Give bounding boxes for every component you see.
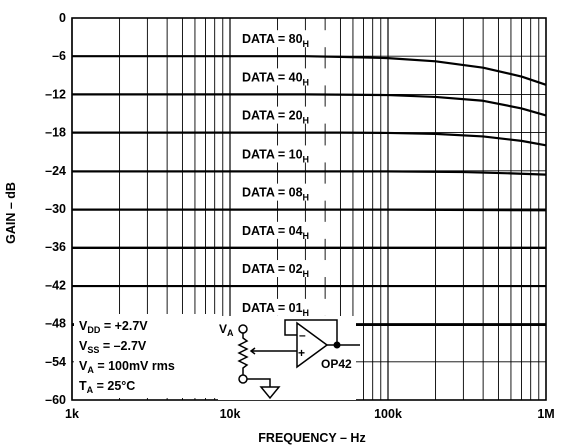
series-label: DATA = 10H	[242, 147, 309, 164]
condition-line: VA = 100mV rms	[79, 359, 175, 375]
series-line	[72, 170, 547, 176]
series-label-background	[239, 298, 331, 316]
series-label-background	[239, 145, 331, 163]
x-tick-label: 1k	[65, 407, 79, 421]
condition-line: TA = 25°C	[79, 379, 135, 395]
conditions-background	[74, 314, 218, 398]
series-line	[72, 131, 547, 147]
series-line	[72, 55, 547, 86]
wiper-arrow	[249, 347, 258, 355]
series-label: DATA = 01H	[242, 301, 309, 318]
feedback-wire	[284, 319, 338, 345]
ground-wire	[247, 378, 271, 387]
series-label-background	[239, 30, 331, 48]
series-label: DATA = 02H	[242, 262, 309, 279]
opamp-label: OP42	[321, 357, 352, 371]
y-tick-label: –36	[45, 240, 66, 254]
y-axis-title: GAIN – dB	[4, 182, 18, 244]
series-label: DATA = 20H	[242, 109, 309, 126]
series-label-background	[239, 106, 331, 124]
y-tick-label: –42	[45, 278, 66, 292]
x-tick-label: 100k	[374, 407, 402, 421]
series-label: DATA = 80H	[242, 32, 309, 49]
output-node	[333, 341, 341, 349]
ground-icon	[259, 386, 281, 400]
opamp-icon	[296, 321, 329, 369]
series-label: DATA = 04H	[242, 224, 309, 241]
condition-line: VDD = +2.7V	[79, 319, 148, 335]
series-label-background	[239, 221, 331, 239]
series-label: DATA = 08H	[242, 186, 309, 203]
output-terminal	[238, 374, 248, 384]
y-tick-label: –30	[45, 202, 66, 216]
condition-line: VSS = –2.7V	[79, 339, 147, 355]
y-tick-label: –18	[45, 126, 66, 140]
y-tick-label: –48	[45, 317, 66, 331]
y-tick-label: –54	[45, 355, 66, 369]
series-label-background	[239, 183, 331, 201]
series-line	[72, 93, 547, 117]
circuit-schematic: VA – + OP42	[218, 316, 360, 400]
input-terminal	[238, 324, 248, 334]
y-tick-label: –12	[45, 87, 66, 101]
x-tick-label: 10k	[220, 407, 241, 421]
opamp-minus-sign: –	[299, 328, 306, 342]
potentiometer-resistor	[237, 333, 249, 375]
series-labels: DATA = 80H DATA = 40H DATA = 20H DATA = 10H…	[239, 30, 331, 318]
x-axis-title: FREQUENCY – Hz	[258, 431, 365, 445]
opamp-plus-sign: +	[298, 346, 305, 360]
y-tick-label: 0	[59, 11, 66, 25]
test-conditions: VDD = +2.7V VSS = –2.7V VA = 100mV rms TA =…	[74, 314, 218, 398]
y-tick-label: –6	[52, 49, 66, 63]
series-line	[72, 208, 547, 212]
circuit-input-label: VA	[219, 322, 234, 338]
series-label-background	[239, 260, 331, 278]
y-tick-label: –60	[45, 393, 66, 407]
series-label: DATA = 40H	[242, 70, 309, 87]
y-tick-label: –24	[45, 164, 66, 178]
x-tick-label: 1M	[537, 407, 554, 421]
series-label-background	[239, 68, 331, 86]
